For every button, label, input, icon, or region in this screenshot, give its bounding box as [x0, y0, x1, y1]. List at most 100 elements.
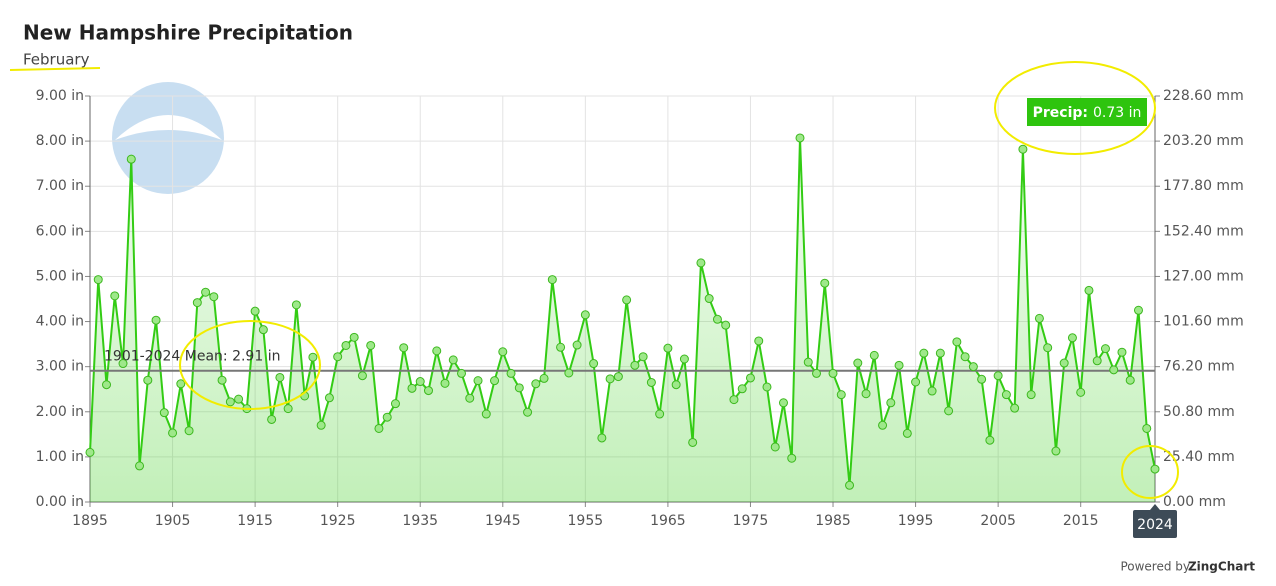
point	[778, 398, 788, 408]
point	[176, 379, 186, 389]
point	[1117, 347, 1127, 357]
y2-tick-label: 50.80 mm	[1163, 404, 1235, 420]
point	[217, 375, 227, 385]
point	[754, 336, 764, 346]
x-tick-label: 1995	[898, 513, 934, 529]
x-tick-label: 1895	[72, 513, 108, 529]
point	[968, 362, 978, 372]
point	[820, 278, 830, 288]
point	[1125, 375, 1135, 385]
noaa-logo	[112, 82, 224, 194]
x-tick-label: 1955	[568, 513, 604, 529]
point	[473, 376, 483, 386]
point	[531, 379, 541, 389]
point	[1051, 446, 1061, 456]
point	[192, 298, 202, 308]
point	[1142, 423, 1152, 433]
x-highlight-label: 2024	[1137, 517, 1173, 533]
x-tick-label: 1965	[650, 513, 686, 529]
tooltip: Precip: 0.73 in	[1033, 105, 1142, 121]
point	[762, 382, 772, 392]
point	[845, 480, 855, 490]
point	[159, 408, 169, 418]
point	[357, 371, 367, 381]
point	[952, 337, 962, 347]
point	[308, 352, 318, 362]
x-tick-label: 1945	[485, 513, 521, 529]
point	[258, 325, 268, 335]
y-tick-label: 4.00 in	[36, 314, 84, 330]
y2-tick-label: 25.40 mm	[1163, 449, 1235, 465]
point	[415, 377, 425, 387]
point	[919, 348, 929, 358]
y-tick-label: 8.00 in	[36, 133, 84, 149]
point	[1109, 365, 1119, 375]
point	[547, 275, 557, 285]
point	[126, 154, 136, 164]
point	[688, 437, 698, 447]
point	[539, 373, 549, 383]
point	[151, 315, 161, 325]
point	[1092, 356, 1102, 366]
point	[465, 393, 475, 403]
point	[927, 386, 937, 396]
point	[853, 358, 863, 368]
point	[143, 375, 153, 385]
point	[135, 461, 145, 471]
point	[679, 354, 689, 364]
point	[423, 386, 433, 396]
point	[118, 359, 128, 369]
point	[374, 423, 384, 433]
point	[225, 397, 235, 407]
point	[291, 300, 301, 310]
point	[646, 377, 656, 387]
point	[1084, 285, 1094, 295]
point	[737, 384, 747, 394]
y2-tick-label: 76.20 mm	[1163, 359, 1235, 375]
point	[770, 442, 780, 452]
area	[90, 137, 1155, 502]
point	[184, 426, 194, 436]
y-tick-label: 2.00 in	[36, 404, 84, 420]
chart-title: New Hampshire Precipitation	[23, 21, 353, 45]
point	[407, 383, 417, 393]
point	[902, 428, 912, 438]
point	[267, 414, 277, 424]
credit-brand[interactable]: ZingChart	[1188, 560, 1255, 574]
point	[324, 393, 334, 403]
point	[745, 373, 755, 383]
point	[514, 383, 524, 393]
point	[944, 406, 954, 416]
point	[977, 374, 987, 384]
point	[490, 376, 500, 386]
y2-tick-label: 101.60 mm	[1163, 314, 1244, 330]
point	[836, 390, 846, 400]
y-tick-label: 1.00 in	[36, 449, 84, 465]
point	[1010, 403, 1020, 413]
point	[712, 314, 722, 324]
line	[89, 137, 1156, 486]
x-tick-label: 1985	[815, 513, 851, 529]
point	[440, 378, 450, 388]
x-tick-label: 1925	[320, 513, 356, 529]
point	[448, 355, 458, 365]
point	[506, 368, 516, 378]
point	[1067, 333, 1077, 343]
point	[1133, 305, 1143, 315]
annotation-scribbles	[9, 61, 1179, 499]
x-tick-label: 2005	[980, 513, 1016, 529]
credit-prefix: Powered by	[1120, 560, 1190, 574]
point	[605, 374, 615, 384]
x-highlight-pointer	[1150, 504, 1160, 510]
point	[556, 342, 566, 352]
x-highlight-box	[1133, 510, 1177, 538]
y2-tick-label: 177.80 mm	[1163, 178, 1244, 194]
x-tick-label: 1935	[402, 513, 438, 529]
y-tick-label: 3.00 in	[36, 359, 84, 375]
point	[168, 428, 178, 438]
point	[985, 435, 995, 445]
y-tick-label: 7.00 in	[36, 178, 84, 194]
point	[572, 340, 582, 350]
point	[911, 377, 921, 387]
point	[1043, 343, 1053, 353]
